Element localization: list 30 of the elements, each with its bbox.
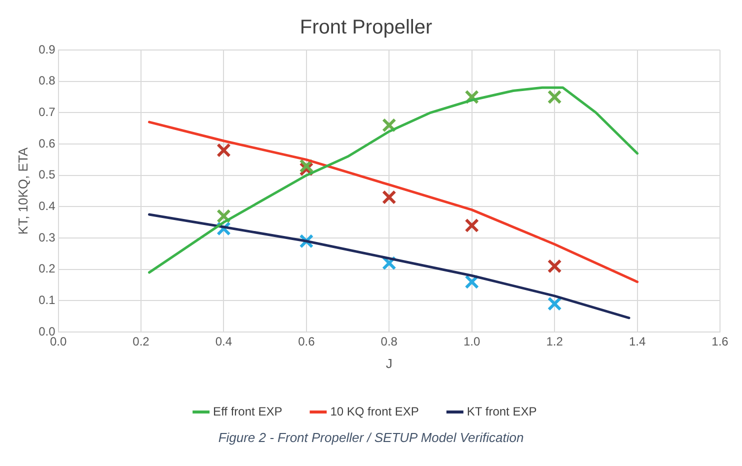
point — [547, 296, 562, 311]
y-tick-label: 0.7 — [38, 104, 56, 119]
x-tick-label: 0.4 — [215, 334, 232, 349]
point — [547, 259, 562, 274]
x-tick-label: 0.6 — [298, 334, 316, 349]
legend-label: 10 KQ front EXP — [330, 404, 419, 418]
y-tick-label: 0.8 — [38, 74, 56, 88]
y-tick-label: 0.2 — [38, 262, 56, 276]
x-axis-title: J — [386, 356, 392, 371]
x-tick-label: 1.4 — [628, 334, 646, 349]
x-tick-label: 1.0 — [464, 334, 481, 349]
legend-label: KT front EXP — [466, 404, 537, 418]
point — [547, 90, 562, 104]
x-tick-label: 0.8 — [380, 334, 398, 349]
point — [216, 143, 231, 158]
y-tick-label: 0.1 — [38, 292, 56, 307]
caption: Figure 2 - Front Propeller / SETUP Model Verification — [217, 430, 525, 445]
chart-title: Front Propeller — [300, 16, 432, 39]
y-tick-label: 0.5 — [38, 168, 56, 182]
legend-label: Eff front EXP — [213, 404, 282, 418]
y-tick-label: 0.6 — [38, 136, 56, 150]
y-tick-label: 0.9 — [38, 42, 56, 56]
point — [464, 218, 480, 233]
y-tick-label: 0.3 — [38, 230, 56, 244]
y-axis-title: KT, 10KQ, ETA — [15, 147, 30, 235]
y-tick-label: 0.4 — [38, 198, 56, 213]
x-tick-label: 1.6 — [712, 334, 729, 349]
x-tick-label: 0.2 — [132, 334, 150, 349]
x-tick-label: 1.2 — [546, 334, 564, 349]
point — [382, 190, 396, 204]
